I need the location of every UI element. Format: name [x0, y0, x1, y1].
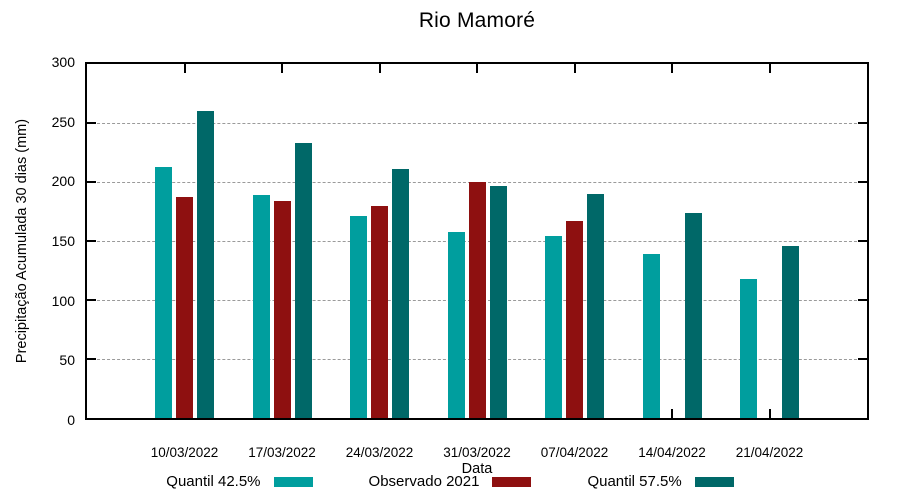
legend-label: Observado 2021 — [368, 473, 480, 490]
legend-item: Quantil 42.5% — [166, 473, 313, 490]
bar-observado-2021 — [566, 220, 583, 418]
legend-item: Quantil 57.5% — [587, 473, 734, 490]
x-tick-label: 21/04/2022 — [735, 445, 804, 460]
y-tick-mark — [87, 181, 96, 183]
plot-area — [85, 62, 869, 420]
legend-label: Quantil 57.5% — [587, 473, 682, 490]
x-tick-mark — [476, 64, 478, 73]
y-tick-label: 200 — [51, 173, 75, 190]
y-tick-label: 300 — [51, 54, 75, 70]
x-tick-label: 10/03/2022 — [150, 445, 219, 460]
bar-observado-2021 — [371, 205, 388, 418]
y-tick-label: 50 — [59, 352, 75, 369]
y-tick-label: 250 — [51, 113, 75, 130]
x-tick-label: 31/03/2022 — [443, 445, 511, 460]
bar-observado-2021 — [273, 200, 291, 418]
y-tick-mark — [858, 122, 867, 124]
bar-quantil-57.5- — [197, 111, 214, 418]
legend-swatch — [273, 476, 313, 487]
x-tick-mark — [671, 409, 673, 418]
bar-quantil-42.5- — [350, 216, 367, 418]
legend-swatch — [694, 476, 734, 487]
x-tick-mark — [768, 409, 771, 418]
y-tick-mark — [87, 122, 96, 124]
x-tick-mark — [281, 64, 283, 73]
y-tick-mark — [87, 299, 96, 301]
x-tick-mark — [671, 64, 673, 73]
bar-quantil-42.5- — [252, 194, 270, 418]
legend: Quantil 42.5% Observado 2021 Quantil 57.5% — [0, 473, 900, 490]
bar-quantil-57.5- — [392, 169, 409, 418]
x-tick-mark — [183, 64, 186, 73]
bar-quantil-42.5- — [642, 253, 660, 418]
bar-quantil-57.5- — [684, 212, 702, 418]
y-tick-mark — [858, 240, 867, 242]
bar-observado-2021 — [468, 182, 486, 418]
legend-item: Observado 2021 — [369, 473, 532, 490]
y-tick-mark — [87, 240, 96, 242]
x-tick-label: 17/03/2022 — [248, 445, 316, 460]
bar-quantil-42.5- — [545, 236, 562, 418]
x-tick-label: 24/03/2022 — [345, 445, 414, 460]
bar-quantil-42.5- — [740, 278, 757, 418]
x-tick-label: 14/04/2022 — [638, 445, 706, 460]
y-tick-label: 150 — [51, 233, 75, 249]
y-tick-mark — [858, 299, 867, 301]
y-tick-label: 0 — [67, 412, 75, 428]
bar-quantil-42.5- — [155, 166, 172, 418]
y-tick-mark — [87, 358, 96, 360]
chart-title: Rio Mamoré — [418, 9, 536, 32]
y-tick-mark — [858, 358, 867, 360]
y-tick-label: 100 — [51, 292, 75, 309]
x-tick-mark — [378, 64, 381, 73]
legend-swatch — [492, 476, 532, 487]
x-tick-mark — [573, 64, 576, 73]
x-tick-label: 07/04/2022 — [540, 445, 609, 460]
bar-quantil-57.5- — [489, 185, 507, 418]
legend-label: Quantil 42.5% — [166, 473, 261, 490]
x-tick-mark — [768, 64, 771, 73]
bar-quantil-57.5- — [782, 245, 799, 418]
y-tick-mark — [858, 181, 867, 183]
x-axis-title: Data — [461, 461, 493, 477]
bar-quantil-57.5- — [294, 143, 312, 418]
gridline — [87, 123, 867, 124]
bar-quantil-57.5- — [587, 193, 604, 418]
bar-quantil-42.5- — [447, 231, 465, 418]
bar-observado-2021 — [176, 197, 193, 418]
